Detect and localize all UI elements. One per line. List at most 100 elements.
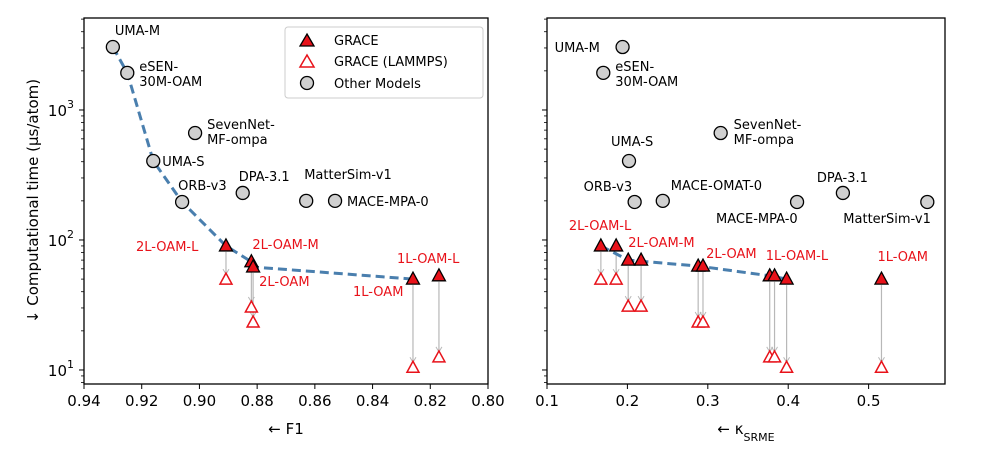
- x-axis-label-left: ← F1: [268, 420, 304, 438]
- label-line: SevenNet-: [207, 118, 275, 133]
- other-model-label: MatterSim-v1: [843, 212, 931, 227]
- grace-label: 2L-OAM-M: [628, 236, 694, 251]
- x-tick-label: 0.1: [535, 392, 559, 410]
- y-tick-label: 103: [48, 98, 74, 120]
- x-tick-label: 0.90: [183, 392, 216, 410]
- grace-label: 2L-OAM-M: [252, 238, 318, 253]
- other-model-label: MACE-MPA-0: [716, 212, 798, 227]
- legend-grace-marker: [298, 32, 316, 47]
- other-model-label: eSEN-30M-OAM: [615, 60, 678, 90]
- other-model-point: [235, 185, 250, 201]
- label-line: eSEN-: [139, 60, 178, 75]
- grace-lammps-point: [874, 359, 889, 373]
- label-line: MatterSim-v1: [843, 212, 931, 227]
- other-model-point: [174, 194, 190, 210]
- grace-lammps-point: [608, 271, 624, 285]
- y-tick-label: 102: [48, 228, 74, 250]
- legend-other-marker: [299, 75, 315, 91]
- label-line: eSEN-: [615, 60, 654, 75]
- right-panel: 0.1 0.2 0.3 0.4 0.5 UMA-M eSEN-30M-OAM UMA-S ORB…: [535, 17, 946, 410]
- other-model-label: ORB-v3: [178, 179, 227, 194]
- other-model-point: [789, 194, 805, 210]
- other-model-point: [627, 194, 642, 210]
- other-model-point: [713, 125, 728, 141]
- grace-label: 2L-OAM-L: [136, 240, 199, 255]
- other-model-label: SevenNet-MF-ompa: [734, 118, 802, 148]
- label-line: MF-ompa: [207, 133, 267, 148]
- legend-grace-label: GRACE: [334, 34, 379, 49]
- grace-label: 1L-OAM-L: [397, 252, 460, 267]
- y-tick-exp: 1: [67, 358, 74, 371]
- grace-lammps-point: [245, 314, 261, 328]
- other-model-label: ORB-v3: [584, 180, 633, 195]
- x-tick-label: 0.5: [857, 392, 881, 410]
- other-model-label: UMA-M: [115, 24, 160, 39]
- label-line: MACE-MPA-0: [716, 212, 798, 227]
- legend: GRACE GRACE (LAMMPS) Other Models: [284, 26, 484, 99]
- x-tick-label: 0.88: [240, 392, 273, 410]
- label-line: MACE-OMAT-0: [671, 179, 762, 194]
- y-tick-base: 10: [48, 102, 67, 120]
- other-model-label: UMA-M: [555, 41, 600, 56]
- label-line: DPA-3.1: [817, 171, 868, 186]
- other-model-point: [120, 65, 135, 81]
- other-model-point: [596, 65, 611, 81]
- other-model-label: eSEN-30M-OAM: [139, 60, 202, 90]
- grace-lammps-point: [593, 271, 609, 285]
- x-tick-label: 0.84: [356, 392, 389, 410]
- label-line: ORB-v3: [178, 179, 227, 194]
- legend-box: [284, 26, 484, 99]
- other-model-point: [835, 185, 851, 201]
- grace-label: 1L-OAM: [353, 285, 403, 300]
- y-tick-label: 101: [48, 358, 74, 380]
- x-tick-label: 0.4: [776, 392, 800, 410]
- other-model-point: [621, 153, 637, 169]
- other-model-label: SevenNet-MF-ompa: [207, 118, 275, 148]
- other-model-point: [146, 153, 161, 169]
- y-axis-label: ↓ Computational time (μs/atom): [24, 79, 42, 323]
- other-model-label: DPA-3.1: [817, 171, 868, 186]
- y-tick-base: 10: [48, 362, 67, 380]
- x-tick-label: 0.2: [615, 392, 639, 410]
- grace-lammps-point: [244, 299, 259, 313]
- grace-point: [593, 237, 609, 252]
- grace-label: 2L-OAM: [706, 247, 756, 262]
- x-tick-label: 0.92: [125, 392, 158, 410]
- legend-lammps-marker: [298, 53, 316, 68]
- label-line: 30M-OAM: [615, 75, 678, 90]
- x-axis-label-right-sub: SRME: [744, 431, 775, 444]
- label-line: SevenNet-: [734, 118, 802, 133]
- x-axis-label-right: ← κSRME: [717, 420, 774, 444]
- other-model-point: [187, 125, 203, 141]
- left-panel: 0.94 0.92 0.90 0.88 0.86 0.84 0.82 0.8010110210…: [48, 17, 505, 410]
- other-model-label: MACE-OMAT-0: [671, 179, 762, 194]
- grace-point: [633, 251, 649, 266]
- label-line: UMA-M: [115, 24, 160, 39]
- y-tick-exp: 3: [67, 98, 74, 111]
- legend-other-label: Other Models: [334, 77, 421, 92]
- x-tick-label: 0.82: [414, 392, 447, 410]
- x-axis-label-right-main: ← κ: [717, 420, 743, 438]
- label-line: 30M-OAM: [139, 75, 202, 90]
- other-model-label: MatterSim-v1: [304, 168, 392, 183]
- label-line: UMA-S: [611, 135, 653, 150]
- label-line: DPA-3.1: [239, 170, 290, 185]
- grace-label: 1L-OAM: [877, 250, 927, 265]
- label-line: ORB-v3: [584, 180, 633, 195]
- label-line: UMA-S: [162, 155, 204, 170]
- grace-point: [873, 270, 890, 285]
- grace-lammps-point: [620, 298, 636, 312]
- x-tick-label: 0.94: [67, 392, 100, 410]
- other-model-label: MACE-MPA-0: [347, 195, 429, 210]
- label-line: MACE-MPA-0: [347, 195, 429, 210]
- grace-label: 2L-OAM: [259, 275, 309, 290]
- grace-lammps-point: [695, 314, 711, 328]
- x-tick-label: 0.3: [696, 392, 720, 410]
- legend-lammps-label: GRACE (LAMMPS): [334, 55, 448, 70]
- x-tick-label: 0.80: [471, 392, 504, 410]
- grace-lammps-point: [779, 359, 794, 373]
- grace-lammps-point: [405, 359, 421, 373]
- other-model-point: [655, 193, 670, 208]
- grace-point: [620, 251, 636, 266]
